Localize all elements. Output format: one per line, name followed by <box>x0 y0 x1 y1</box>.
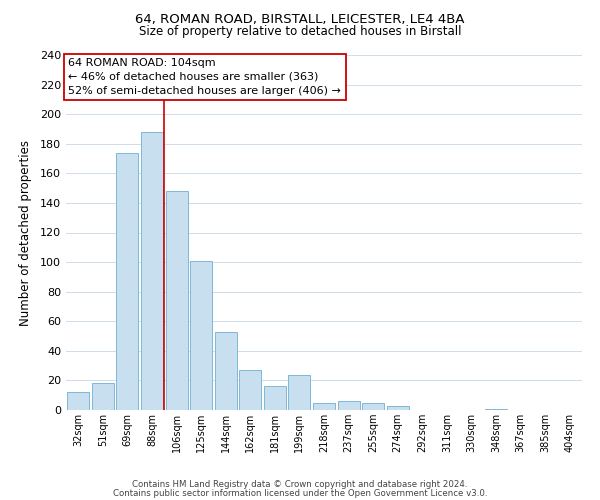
Bar <box>116 152 139 410</box>
Bar <box>485 408 507 410</box>
Bar <box>67 392 89 410</box>
Bar <box>141 132 163 410</box>
Bar <box>289 374 310 410</box>
Bar <box>313 402 335 410</box>
Bar <box>362 402 384 410</box>
Bar <box>386 406 409 410</box>
Text: Contains public sector information licensed under the Open Government Licence v3: Contains public sector information licen… <box>113 488 487 498</box>
Bar <box>92 384 114 410</box>
Bar <box>215 332 237 410</box>
Text: Size of property relative to detached houses in Birstall: Size of property relative to detached ho… <box>139 25 461 38</box>
Text: 64 ROMAN ROAD: 104sqm
← 46% of detached houses are smaller (363)
52% of semi-det: 64 ROMAN ROAD: 104sqm ← 46% of detached … <box>68 58 341 96</box>
Bar <box>338 401 359 410</box>
Bar <box>264 386 286 410</box>
Text: Contains HM Land Registry data © Crown copyright and database right 2024.: Contains HM Land Registry data © Crown c… <box>132 480 468 489</box>
Y-axis label: Number of detached properties: Number of detached properties <box>19 140 32 326</box>
Text: 64, ROMAN ROAD, BIRSTALL, LEICESTER, LE4 4BA: 64, ROMAN ROAD, BIRSTALL, LEICESTER, LE4… <box>135 12 465 26</box>
Bar <box>190 260 212 410</box>
Bar <box>166 191 188 410</box>
Bar <box>239 370 262 410</box>
